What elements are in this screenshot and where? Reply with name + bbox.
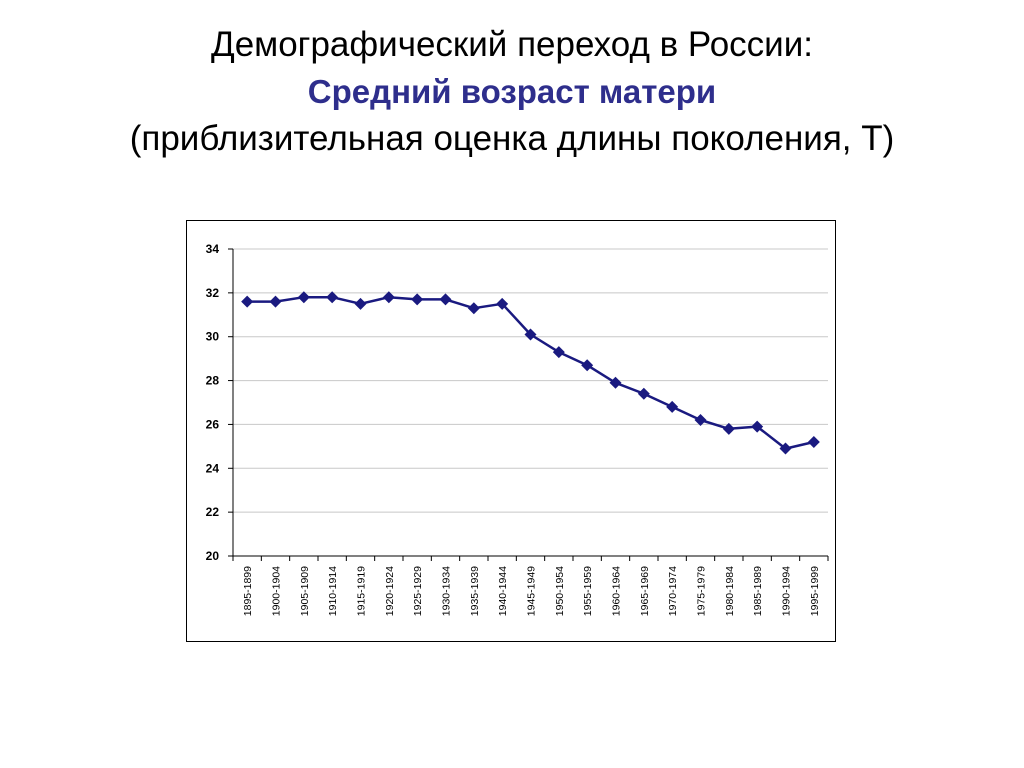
x-tick-label: 1965-1969 — [639, 566, 651, 616]
data-point — [694, 414, 707, 427]
x-tick-label: 1960-1964 — [611, 566, 623, 616]
y-tick-label: 32 — [206, 286, 220, 300]
data-point — [722, 422, 735, 435]
x-tick-label: 1990-1994 — [781, 566, 793, 616]
x-tick-label: 1910-1914 — [327, 566, 339, 616]
x-tick-label: 1955-1959 — [582, 566, 594, 616]
x-tick-label: 1980-1984 — [724, 566, 736, 616]
data-point — [496, 297, 509, 310]
y-tick-label: 20 — [206, 549, 220, 563]
data-point — [807, 435, 820, 448]
data-point — [354, 297, 367, 310]
x-tick-label: 1950-1954 — [554, 566, 566, 616]
data-point — [467, 302, 480, 315]
page-caption: (приблизительная оценка длины поколения,… — [129, 119, 895, 158]
x-tick-label: 1905-1909 — [299, 566, 311, 616]
x-tick-label: 1895-1899 — [242, 566, 254, 616]
chart-frame: 20 22 24 26 28 30 32 34 1895-1899 1900-1904 1905-1… — [186, 220, 836, 642]
y-tick-label: 26 — [206, 417, 220, 431]
x-tick-label: 1925-1929 — [412, 566, 424, 616]
y-tick-label: 34 — [206, 242, 220, 256]
page-title: Демографический переход в России: — [210, 25, 814, 64]
data-point — [751, 420, 764, 433]
data-point — [439, 293, 452, 306]
line-chart: 20 22 24 26 28 30 32 34 1895-1899 1900-1904 1905-1… — [206, 242, 829, 616]
data-point — [297, 291, 310, 304]
x-tick-label: 1935-1939 — [469, 566, 481, 616]
x-tick-label: 1900-1904 — [271, 566, 283, 616]
x-tick-label: 1975-1979 — [696, 566, 708, 616]
y-tick-label: 24 — [206, 461, 220, 475]
data-point — [609, 376, 622, 389]
y-tick-label: 28 — [206, 374, 220, 388]
data-point — [411, 293, 424, 306]
x-tick-label: 1930-1934 — [441, 566, 453, 616]
page-subtitle: Средний возраст матери — [307, 73, 717, 110]
data-point — [241, 295, 254, 308]
data-point — [666, 400, 679, 413]
x-tick-label: 1970-1974 — [667, 566, 679, 616]
x-tick-label: 1915-1919 — [356, 566, 368, 616]
data-point — [581, 359, 594, 372]
x-tick-label: 1945-1949 — [526, 566, 538, 616]
title-block: Демографический переход в России: Средни… — [0, 22, 1024, 162]
data-point — [637, 387, 650, 400]
data-point — [326, 291, 339, 304]
data-point — [779, 442, 792, 455]
data-point — [552, 346, 565, 359]
data-point — [269, 295, 282, 308]
data-point — [524, 328, 537, 341]
x-tick-label: 1995-1999 — [809, 566, 821, 616]
x-tick-label: 1985-1989 — [752, 566, 764, 616]
x-tick-label: 1920-1924 — [384, 566, 396, 616]
data-point — [382, 291, 395, 304]
y-tick-label: 22 — [206, 505, 220, 519]
y-tick-label: 30 — [206, 330, 220, 344]
x-tick-label: 1940-1944 — [497, 566, 509, 616]
